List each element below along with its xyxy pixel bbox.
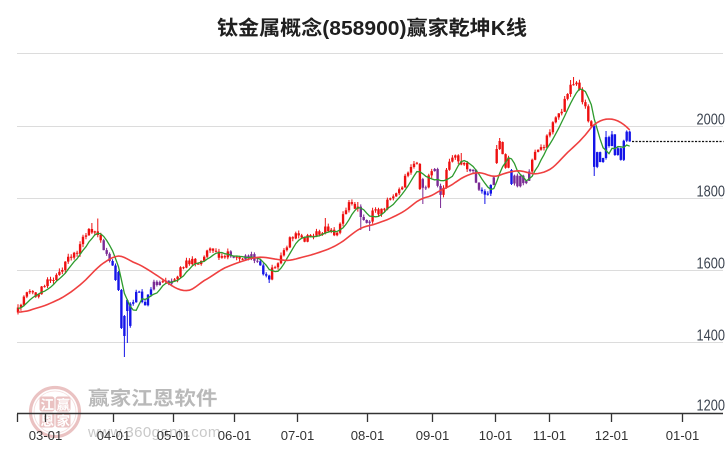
svg-text:01-01: 01-01 xyxy=(666,428,700,443)
svg-text:www.360gann.com: www.360gann.com xyxy=(87,424,221,441)
svg-text:家: 家 xyxy=(56,413,70,428)
svg-text:06-01: 06-01 xyxy=(218,428,252,443)
svg-text:1200: 1200 xyxy=(697,398,726,415)
svg-text:2000: 2000 xyxy=(697,112,726,129)
svg-text:04-01: 04-01 xyxy=(97,428,131,443)
svg-text:10-01: 10-01 xyxy=(479,428,513,443)
svg-text:1600: 1600 xyxy=(697,256,726,273)
svg-text:07-01: 07-01 xyxy=(281,428,315,443)
svg-text:03-01: 03-01 xyxy=(29,428,63,443)
svg-text:恩: 恩 xyxy=(40,413,54,428)
svg-text:1400: 1400 xyxy=(697,328,726,345)
svg-text:11-01: 11-01 xyxy=(533,428,567,443)
svg-text:05-01: 05-01 xyxy=(157,428,191,443)
svg-text:江: 江 xyxy=(40,397,54,412)
svg-text:09-01: 09-01 xyxy=(416,428,450,443)
svg-text:1800: 1800 xyxy=(697,184,726,201)
svg-text:赢: 赢 xyxy=(56,397,70,412)
svg-text:赢家江恩软件: 赢家江恩软件 xyxy=(88,388,218,410)
svg-text:08-01: 08-01 xyxy=(351,428,385,443)
svg-text:12-01: 12-01 xyxy=(595,428,629,443)
svg-text:钛金属概念(858900)赢家乾坤K线: 钛金属概念(858900)赢家乾坤K线 xyxy=(217,17,527,40)
